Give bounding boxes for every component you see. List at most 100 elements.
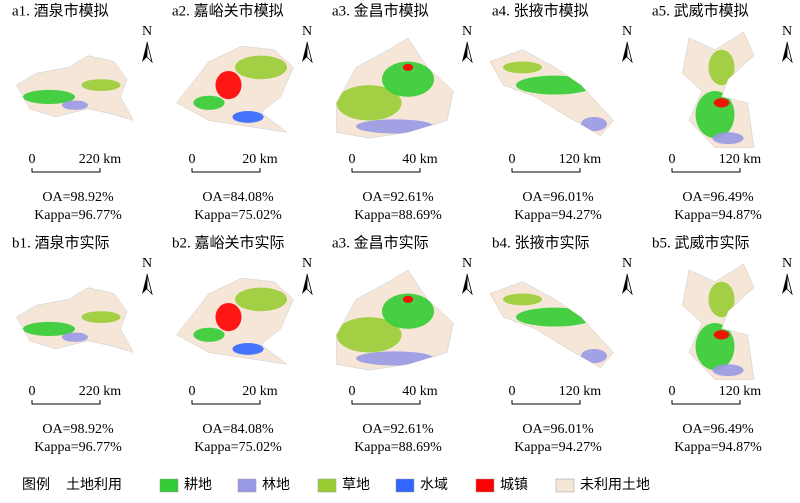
north-arrow [462,274,467,294]
oa-value: OA=92.61% [362,422,434,437]
legend-label: 水域 [420,477,448,493]
oa-value: OA=98.92% [42,190,114,205]
landuse-patch [713,98,730,108]
north-label: N [782,256,792,271]
panel-title: a3. 金昌市模拟 [332,2,429,19]
landuse-patch [695,91,735,139]
north-label: N [302,24,312,39]
legend-label: 城镇 [500,477,528,493]
scale-end: 120 km [559,384,602,399]
north-label: N [142,24,152,39]
landuse-patch [402,63,414,71]
scale-end: 120 km [559,152,602,167]
oa-value: OA=96.01% [522,190,594,205]
landuse-patch [336,317,402,353]
scale-start: 0 [349,384,356,399]
map-region [16,287,135,353]
kappa-value: Kappa=96.77% [34,208,122,223]
map-landuse [695,281,744,377]
scale-end: 120 km [719,384,762,399]
landuse-patch [232,111,264,123]
oa-value: OA=96.01% [522,422,594,437]
landuse-patch [382,293,434,329]
panel-title: b5. 武威市实际 [652,234,750,251]
landuse-patch [503,293,542,306]
scale-start: 0 [189,384,196,399]
scale-start: 0 [29,152,36,167]
landuse-patch [402,295,414,303]
north-label: N [462,24,472,39]
kappa-value: Kappa=96.77% [34,440,122,455]
north-label: N [622,24,632,39]
scale-bar [671,168,741,173]
north-arrow [142,274,147,294]
legend-swatch [317,478,337,493]
north-arrow [782,42,787,62]
landuse-patch [712,364,744,377]
panel-title: a3. 金昌市实际 [332,234,429,251]
scale-start: 0 [349,152,356,167]
kappa-value: Kappa=75.02% [194,440,282,455]
scale-bar [31,400,101,405]
landuse-patch [516,307,594,327]
north-label: N [782,24,792,39]
north-arrow [622,42,627,62]
kappa-value: Kappa=94.87% [674,208,762,223]
landuse-patch [81,311,121,323]
scale-start: 0 [509,384,516,399]
scale-bar [351,168,421,173]
landuse-patch [708,281,735,318]
north-arrow [626,273,633,296]
scale-bar [511,400,581,405]
landuse-patch [62,332,88,342]
north-label: N [622,256,632,271]
kappa-value: Kappa=88.69% [354,440,442,455]
scale-start: 0 [29,384,36,399]
landuse-patch [336,85,402,121]
north-arrow [782,274,787,294]
scale-start: 0 [189,152,196,167]
map-landuse [336,293,434,366]
map-region [16,55,135,121]
north-arrow [302,42,307,62]
panel-title: b1. 酒泉市实际 [12,234,110,251]
landuse-patch [235,287,287,312]
north-arrow [146,41,153,64]
scale-bar [191,400,261,405]
oa-value: OA=98.92% [42,422,114,437]
landuse-patch [713,330,730,340]
oa-value: OA=84.08% [202,190,274,205]
scale-end: 20 km [242,152,278,167]
map-landuse [695,49,744,145]
legend-swatch [475,478,495,493]
kappa-value: Kappa=88.69% [354,208,442,223]
scale-end: 40 km [402,384,438,399]
oa-value: OA=96.49% [682,190,754,205]
scale-end: 40 km [402,152,438,167]
scale-end: 20 km [242,384,278,399]
scale-bar [511,168,581,173]
panel-title: a5. 武威市模拟 [652,2,749,19]
legend-swatch [395,478,415,493]
panel-title: a1. 酒泉市模拟 [12,2,109,19]
landuse-patch [356,119,434,134]
north-arrow [302,274,307,294]
oa-value: OA=92.61% [362,190,434,205]
landuse-patch [695,323,735,371]
scale-end: 220 km [79,152,122,167]
north-arrow [786,41,793,64]
landuse-patch [581,116,607,132]
landuse-patch [232,343,264,355]
scale-end: 120 km [719,152,762,167]
scale-bar [191,168,261,173]
landuse-patch [215,70,242,100]
landuse-patch [215,302,242,332]
map-landuse [23,311,121,342]
north-arrow [622,274,627,294]
north-arrow [306,41,313,64]
scale-start: 0 [669,152,676,167]
kappa-value: Kappa=94.27% [514,208,602,223]
landuse-patch [23,89,75,104]
landuse-patch [581,348,607,364]
